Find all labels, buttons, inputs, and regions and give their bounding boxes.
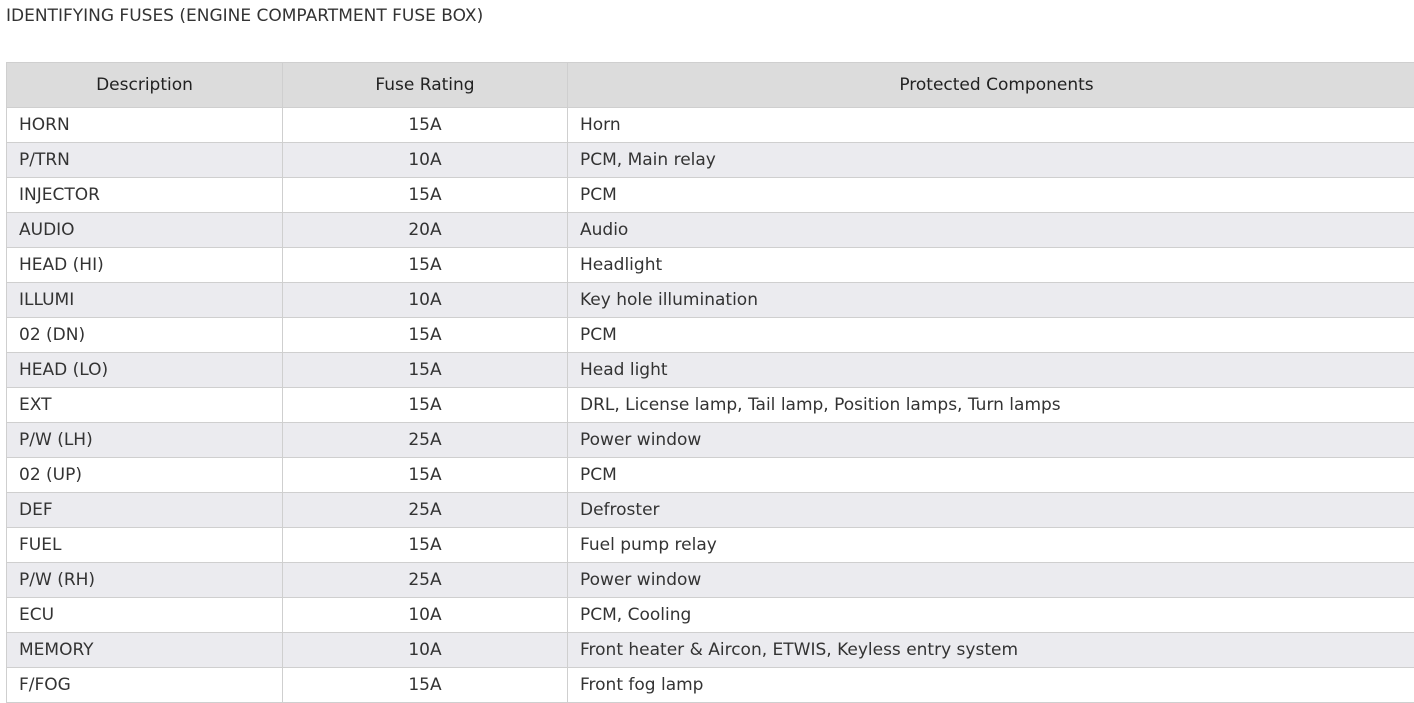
table-cell: AUDIO — [7, 213, 283, 248]
table-cell: 02 (UP) — [7, 458, 283, 493]
table-cell: Audio — [568, 213, 1414, 248]
table-cell: 15A — [283, 458, 568, 493]
table-cell: Key hole illumination — [568, 283, 1414, 318]
table-cell: PCM — [568, 178, 1414, 213]
table-cell: Fuel pump relay — [568, 528, 1414, 563]
table-cell: Front fog lamp — [568, 668, 1414, 703]
table-cell: ILLUMI — [7, 283, 283, 318]
table-cell: P/W (LH) — [7, 423, 283, 458]
table-cell: Power window — [568, 423, 1414, 458]
table-cell: 25A — [283, 423, 568, 458]
table-cell: PCM, Main relay — [568, 143, 1414, 178]
table-cell: PCM, Cooling — [568, 598, 1414, 633]
table-cell: 15A — [283, 108, 568, 143]
column-header: Protected Components — [568, 63, 1414, 108]
page-title: IDENTIFYING FUSES (ENGINE COMPARTMENT FU… — [6, 6, 483, 26]
table-cell: 02 (DN) — [7, 318, 283, 353]
table-cell: HEAD (LO) — [7, 353, 283, 388]
table-cell: P/TRN — [7, 143, 283, 178]
table-cell: PCM — [568, 458, 1414, 493]
table-cell: Defroster — [568, 493, 1414, 528]
table-cell: 10A — [283, 143, 568, 178]
table-cell: Horn — [568, 108, 1414, 143]
column-header: Fuse Rating — [283, 63, 568, 108]
table-cell: 15A — [283, 668, 568, 703]
table-cell: ECU — [7, 598, 283, 633]
table-cell: EXT — [7, 388, 283, 423]
table-cell: 10A — [283, 633, 568, 668]
table-cell: INJECTOR — [7, 178, 283, 213]
table-cell: 15A — [283, 353, 568, 388]
table-cell: DRL, License lamp, Tail lamp, Position l… — [568, 388, 1414, 423]
table-cell: PCM — [568, 318, 1414, 353]
table-cell: 10A — [283, 598, 568, 633]
table-cell: 15A — [283, 388, 568, 423]
table-cell: HORN — [7, 108, 283, 143]
table-cell: 25A — [283, 493, 568, 528]
table-cell: Front heater & Aircon, ETWIS, Keyless en… — [568, 633, 1414, 668]
table-cell: Head light — [568, 353, 1414, 388]
table-cell: 15A — [283, 248, 568, 283]
table-cell: 25A — [283, 563, 568, 598]
table-cell: DEF — [7, 493, 283, 528]
table-cell: HEAD (HI) — [7, 248, 283, 283]
table-cell: Power window — [568, 563, 1414, 598]
column-header: Description — [7, 63, 283, 108]
page: IDENTIFYING FUSES (ENGINE COMPARTMENT FU… — [0, 0, 1414, 679]
table-cell: 20A — [283, 213, 568, 248]
table-cell: 10A — [283, 283, 568, 318]
table-cell: F/FOG — [7, 668, 283, 703]
table-cell: P/W (RH) — [7, 563, 283, 598]
table-cell: Headlight — [568, 248, 1414, 283]
table-cell: 15A — [283, 318, 568, 353]
table-cell: 15A — [283, 178, 568, 213]
table-cell: MEMORY — [7, 633, 283, 668]
table-cell: FUEL — [7, 528, 283, 563]
table-cell: 15A — [283, 528, 568, 563]
